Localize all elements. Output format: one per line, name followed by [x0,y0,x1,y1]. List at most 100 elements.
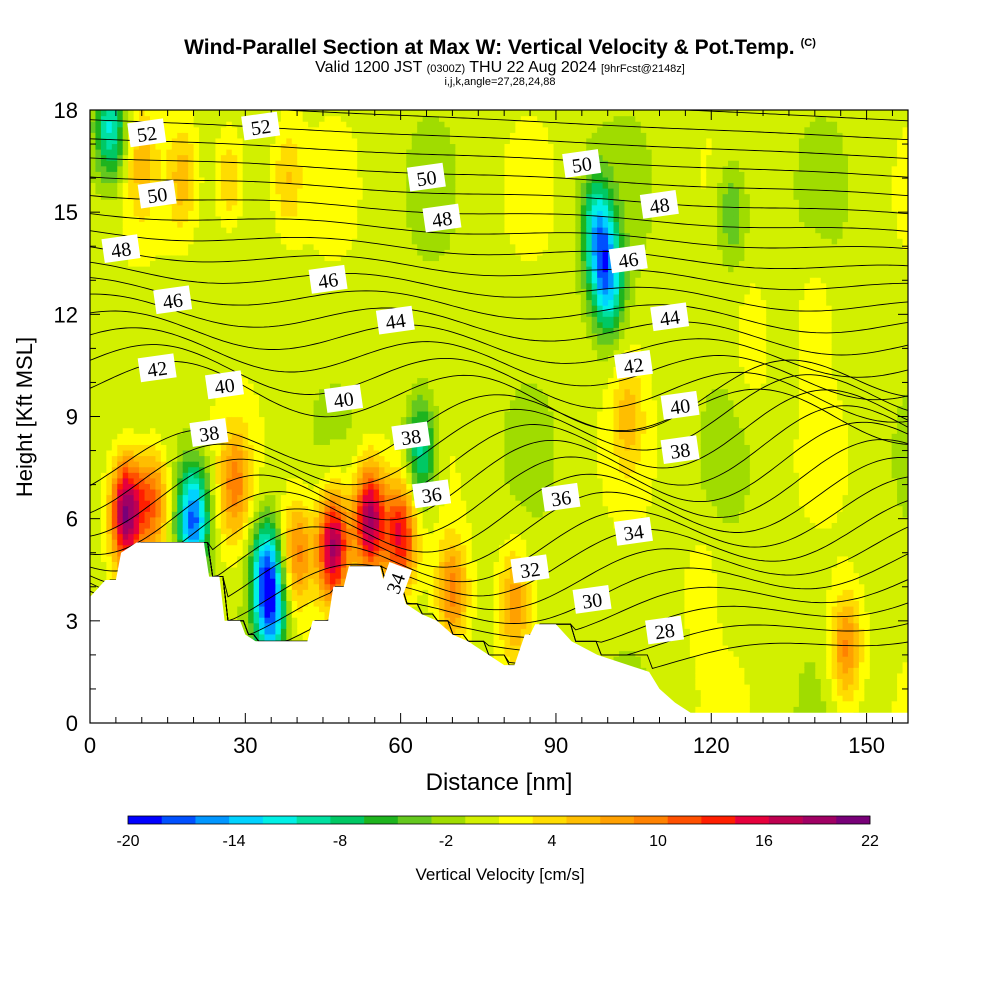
w-cell [248,522,255,529]
w-cell [188,282,195,289]
w-cell [319,533,326,540]
w-cell [177,433,184,440]
w-cell [199,522,206,529]
w-cell [199,533,206,540]
w-cell [237,332,244,340]
w-cell [264,494,271,501]
w-cell [253,561,260,568]
w-cell [182,371,189,379]
w-cell [95,338,102,345]
w-cell [297,555,304,562]
w-cell [204,505,211,512]
w-cell [324,327,331,334]
w-cell [90,444,97,451]
w-cell [231,394,238,401]
w-cell [193,154,200,161]
w-cell [302,215,309,223]
w-cell [286,494,293,501]
w-cell [149,433,157,440]
w-cell [308,121,315,128]
w-cell [209,299,217,306]
w-cell [133,371,140,379]
w-cell [90,516,97,523]
w-cell [133,388,140,395]
w-cell [297,466,304,473]
w-cell [280,561,287,568]
w-cell [237,578,244,585]
w-cell [308,338,315,345]
w-cell [313,193,320,200]
w-cell [106,522,113,529]
w-cell [182,388,189,395]
w-cell [259,377,266,384]
w-cell [182,171,189,178]
w-cell [95,243,102,250]
w-cell [144,522,151,529]
w-cell [280,355,287,362]
w-cell [308,115,315,122]
w-cell [144,288,151,295]
w-cell [188,466,195,473]
w-cell [106,472,113,479]
w-cell [177,215,184,223]
w-cell [259,416,266,423]
w-cell [199,461,206,468]
w-cell [90,238,97,245]
w-cell [160,466,167,473]
w-cell [149,449,157,457]
w-cell [291,405,298,412]
w-cell [280,572,287,579]
w-cell [280,394,287,401]
w-cell [269,310,277,317]
w-cell [188,444,195,451]
w-cell [280,494,287,501]
w-cell [324,238,331,245]
w-cell [182,160,189,167]
w-cell [160,444,167,451]
w-cell [139,461,146,468]
w-cell [139,494,146,501]
w-cell [226,332,233,340]
w-cell [199,154,206,161]
w-cell [100,176,107,184]
w-cell [90,355,97,362]
w-cell [160,461,167,468]
w-cell [226,249,233,256]
w-cell [237,277,244,284]
w-cell [220,110,227,117]
w-cell [215,254,222,262]
w-cell [324,572,331,579]
w-cell [128,383,135,390]
w-cell [324,594,331,601]
w-cell [302,622,309,629]
w-cell [111,188,118,195]
w-cell [177,132,184,139]
w-cell [199,232,206,239]
w-cell [139,321,146,328]
w-cell [209,444,217,451]
w-cell [100,126,107,133]
w-cell [297,227,304,234]
w-cell [122,527,129,535]
w-cell [215,227,222,234]
w-cell [193,243,200,250]
w-cell [231,466,238,473]
w-cell [215,316,222,323]
w-cell [275,349,282,356]
w-cell [259,154,266,161]
w-cell [95,227,102,234]
w-cell [275,176,282,184]
w-cell [155,210,162,217]
w-cell [297,121,304,128]
w-cell [329,533,336,540]
w-cell [215,399,222,406]
w-cell [237,544,244,551]
w-cell [313,188,320,195]
w-cell [220,154,227,161]
w-cell [199,355,206,362]
w-cell [308,332,315,340]
w-cell [319,477,326,484]
w-cell [220,611,227,618]
w-cell [297,266,304,273]
w-cell [248,511,255,518]
